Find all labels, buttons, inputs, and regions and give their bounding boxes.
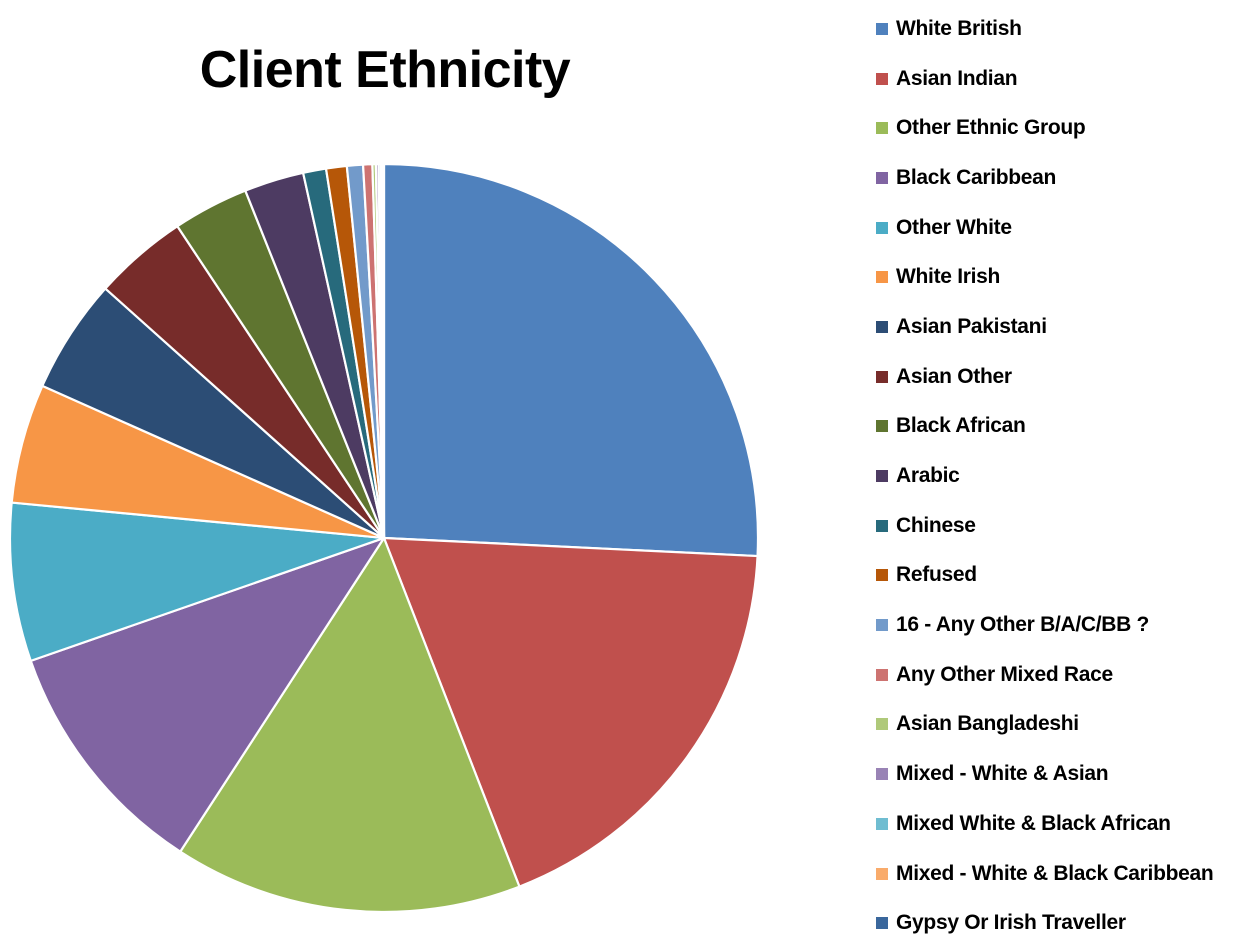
- pie-slices: [8, 162, 760, 914]
- legend-item: Asian Bangladeshi: [876, 700, 1255, 750]
- legend-item: 16 - Any Other B/A/C/BB ?: [876, 600, 1255, 650]
- pie-slice-19: [381, 162, 386, 540]
- legend-swatch: [876, 221, 888, 234]
- legend-label: Other White: [896, 215, 1012, 239]
- legend-swatch: [876, 470, 888, 483]
- pie-slice-1: [382, 162, 760, 558]
- legend-item: Black African: [876, 402, 1255, 452]
- legend-item: Asian Other: [876, 352, 1255, 402]
- legend-label: Asian Indian: [896, 66, 1018, 90]
- legend-label: White Irish: [896, 265, 1001, 289]
- legend-item: Other White: [876, 203, 1255, 253]
- legend-swatch: [876, 519, 888, 532]
- legend-label: Chinese: [896, 513, 976, 537]
- legend-label: Mixed White & Black African: [896, 811, 1171, 835]
- legend-item: Any Other Mixed Race: [876, 650, 1255, 700]
- legend-swatch: [876, 619, 888, 632]
- legend-swatch: [876, 768, 888, 781]
- legend-swatch: [876, 569, 888, 582]
- legend-swatch: [876, 867, 888, 880]
- legend-swatch: [876, 917, 888, 930]
- legend-label: Asian Pakistani: [896, 314, 1047, 338]
- legend-swatch: [876, 122, 888, 135]
- legend-label: Mixed - White & Asian: [896, 762, 1109, 786]
- pie-slice-4: [29, 536, 386, 853]
- legend-item: Mixed - White & Asian: [876, 749, 1255, 799]
- legend-item: Asian Indian: [876, 54, 1255, 104]
- legend-swatch: [876, 320, 888, 333]
- legend-swatch: [876, 72, 888, 85]
- legend-label: Black African: [896, 414, 1026, 438]
- legend-item: Refused: [876, 551, 1255, 601]
- legend-label: Mixed - White & Black Caribbean: [896, 861, 1214, 885]
- legend-swatch: [876, 171, 888, 184]
- pie-slice-2: [382, 536, 759, 888]
- legend: White British Asian Indian Other Ethnic Gr…: [876, 4, 1255, 948]
- legend-swatch: [876, 370, 888, 383]
- pie-chart: [8, 162, 760, 914]
- legend-label: Other Ethnic Group: [896, 116, 1086, 140]
- legend-item: Mixed - White & Black Caribbean: [876, 849, 1255, 899]
- legend-item: Chinese: [876, 501, 1255, 551]
- legend-label: Black Caribbean: [896, 165, 1057, 189]
- legend-item: Other Ethnic Group: [876, 103, 1255, 153]
- legend-swatch: [876, 271, 888, 284]
- legend-item: White Irish: [876, 252, 1255, 302]
- legend-item: Arabic: [876, 451, 1255, 501]
- legend-item: White British: [876, 4, 1255, 54]
- legend-swatch: [876, 668, 888, 681]
- legend-label: Refused: [896, 563, 977, 587]
- legend-label: 16 - Any Other B/A/C/BB ?: [896, 613, 1150, 637]
- pie-slice-5: [8, 501, 386, 662]
- legend-swatch: [876, 22, 888, 35]
- legend-item: Black Caribbean: [876, 153, 1255, 203]
- legend-label: Gypsy Or Irish Traveller: [896, 911, 1126, 935]
- legend-item: Asian Pakistani: [876, 302, 1255, 352]
- legend-label: Any Other Mixed Race: [896, 662, 1113, 686]
- chart-title: Client Ethnicity: [199, 41, 571, 99]
- legend-swatch: [876, 420, 888, 433]
- legend-item: Mixed White & Black African: [876, 799, 1255, 849]
- legend-label: Asian Other: [896, 364, 1012, 388]
- legend-label: Asian Bangladeshi: [896, 712, 1079, 736]
- legend-swatch: [876, 817, 888, 830]
- legend-label: Arabic: [896, 464, 960, 488]
- pie-slice-3: [179, 536, 521, 914]
- legend-item: Gypsy Or Irish Traveller: [876, 898, 1255, 948]
- legend-swatch: [876, 718, 888, 731]
- legend-label: White British: [896, 16, 1022, 40]
